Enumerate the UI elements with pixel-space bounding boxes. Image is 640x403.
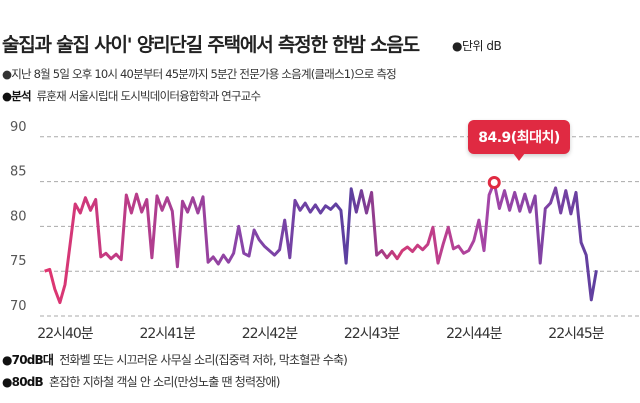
analysis-note: ●분석 류훈재 서울시립대 도시빅데이터융합학과 연구교수 <box>2 88 262 104</box>
legend-80db-label: ●80dB <box>2 375 44 389</box>
x-tick-label: 22시40분 <box>37 326 94 342</box>
unit-label: ●단위 dB <box>452 39 502 53</box>
max-value-tooltip: 84.9(최대치) <box>468 120 570 161</box>
analysis-text: 류훈재 서울시립대 도시빅데이터융합학과 연구교수 <box>36 89 262 103</box>
analysis-label: ●분석 <box>2 89 32 103</box>
legend-70db-text: 전화벨 또는 시끄러운 사무실 소리(집중력 저하, 막초혈관 수축) <box>59 353 348 367</box>
y-tick-85: 85 <box>10 165 27 180</box>
max-point-marker <box>487 175 501 189</box>
y-tick-75: 75 <box>10 254 27 269</box>
y-tick-70: 70 <box>10 299 27 314</box>
measurement-note: ●지난 8월 5일 오후 10시 40분부터 45분까지 5분간 전문가용 소음… <box>2 67 397 81</box>
x-tick-label: 22시43분 <box>344 326 401 342</box>
x-tick-label: 22시42분 <box>242 326 299 342</box>
chart-title: 술집과 술집 사이' 양리단길 주택에서 측정한 한밤 소음도 <box>2 34 420 56</box>
noise-series-line <box>44 181 598 305</box>
x-tick-label: 22시45분 <box>548 326 605 342</box>
y-tick-90: 90 <box>10 120 27 135</box>
legend-80db: ●80dB 혼잡한 지하철 객실 안 소리(만성노출 땐 청력장애) <box>2 373 280 390</box>
legend-80db-text: 혼잡한 지하철 객실 안 소리(만성노출 땐 청력장애) <box>48 375 280 389</box>
y-tick-80: 80 <box>10 209 27 224</box>
x-tick-label: 22시41분 <box>140 326 197 342</box>
x-tick-label: 22시44분 <box>446 326 503 342</box>
legend-70db-label: ●70dB대 <box>2 353 54 367</box>
legend-70db: ●70dB대 전화벨 또는 시끄러운 사무실 소리(집중력 저하, 막초혈관 수… <box>2 351 348 368</box>
